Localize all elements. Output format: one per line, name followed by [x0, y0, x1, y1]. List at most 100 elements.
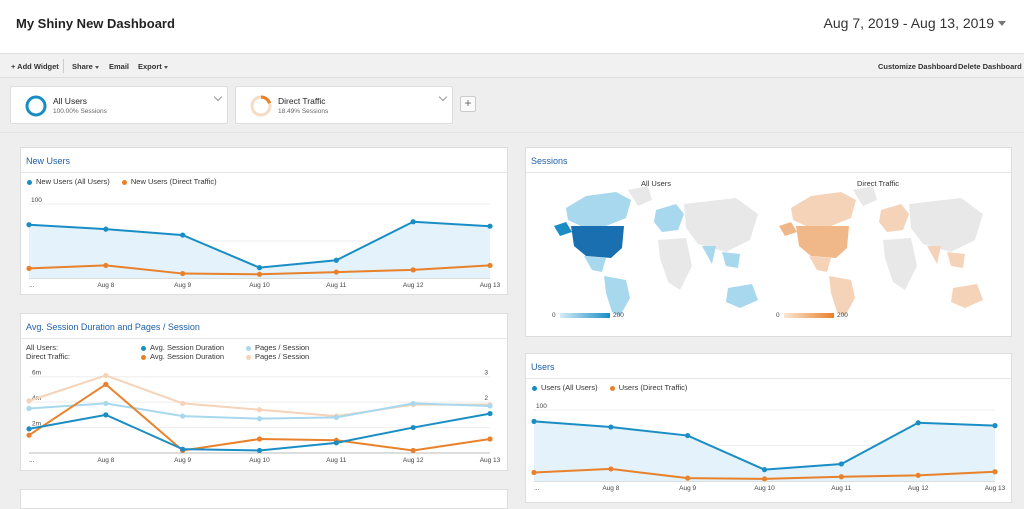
x-tick-label: Aug 11 — [831, 485, 852, 492]
data-point — [180, 446, 186, 452]
email-button[interactable]: Email — [109, 62, 130, 71]
map-asia — [684, 198, 758, 252]
y-tick-label: 100 — [536, 403, 547, 410]
data-point — [838, 474, 844, 480]
y-right-tick-label: 3 — [484, 370, 488, 377]
data-point — [410, 447, 416, 454]
map-southeast-asia — [722, 252, 740, 268]
widget-partial — [20, 489, 508, 509]
data-point — [410, 400, 416, 407]
data-point — [26, 426, 32, 432]
widget-title: Sessions — [531, 156, 568, 166]
data-point — [761, 467, 768, 473]
map-mexico — [584, 256, 606, 272]
chevron-down-icon[interactable] — [438, 92, 448, 102]
segment-name: Direct Traffic — [278, 96, 326, 106]
delete-dashboard-button[interactable]: Delete Dashboard — [958, 62, 1022, 71]
legend-label: Pages / Session — [255, 352, 310, 361]
x-tick-label: ... — [29, 282, 35, 289]
chart-legend: Users (All Users) Users (Direct Traffic) — [532, 383, 687, 392]
export-button[interactable]: Export — [138, 62, 168, 71]
legend-row-label: All Users: — [26, 343, 59, 352]
legend-dot-icon — [532, 385, 537, 391]
share-label: Share — [72, 62, 93, 71]
chart-legend-item: Pages / Session — [246, 352, 309, 361]
data-point — [180, 400, 186, 407]
x-tick-label: Aug 9 — [679, 485, 696, 492]
scale-min-label: 0 — [552, 312, 556, 319]
segment-percent: 18.49% Sessions — [278, 108, 329, 115]
chevron-down-icon — [998, 20, 1006, 26]
data-point — [256, 271, 263, 277]
widget-sessions: Sessions All Users Direct Traffic — [525, 147, 1012, 337]
data-point — [256, 265, 263, 271]
data-point — [487, 223, 493, 229]
data-point — [992, 469, 998, 475]
legend-dot-icon — [246, 354, 251, 360]
data-point — [608, 424, 614, 430]
map-southeast-asia — [947, 252, 965, 268]
scale-max-label: 200 — [837, 312, 848, 319]
x-tick-label: Aug 12 — [908, 485, 929, 492]
x-tick-label: Aug 13 — [480, 282, 501, 289]
data-point — [333, 269, 339, 275]
y-right-tick-label: 2 — [484, 395, 488, 402]
legend-dot-icon — [141, 345, 146, 351]
date-range-picker[interactable]: Aug 7, 2019 - Aug 13, 2019 — [824, 15, 1006, 31]
x-tick-label: ... — [534, 485, 540, 492]
data-point — [256, 407, 263, 413]
y-left-tick-label: 2m — [32, 421, 41, 428]
map-south-america — [604, 276, 630, 316]
dashboard-title: My Shiny New Dashboard — [16, 16, 175, 31]
data-point — [487, 436, 493, 442]
toolbar-divider — [63, 59, 64, 73]
x-tick-label: Aug 8 — [97, 457, 114, 464]
color-scale-bar — [560, 313, 610, 318]
map-europe — [879, 204, 909, 232]
share-button[interactable]: Share — [72, 62, 99, 71]
x-tick-label: Aug 11 — [326, 282, 347, 289]
chart-legend-item: Avg. Session Duration — [141, 352, 224, 361]
add-widget-button[interactable]: + Add Widget — [11, 62, 59, 71]
map-canada — [566, 192, 631, 226]
data-point — [26, 398, 32, 404]
chevron-down-icon — [163, 65, 168, 69]
x-tick-label: Aug 9 — [174, 282, 191, 289]
map-label: All Users — [641, 179, 672, 188]
x-tick-label: Aug 9 — [174, 457, 191, 464]
chart-legend: New Users (All Users) New Users (Direct … — [27, 177, 217, 186]
chart-legend-item: Pages / Session — [246, 343, 309, 352]
x-tick-label: ... — [29, 457, 35, 464]
map-alaska — [779, 222, 797, 236]
add-segment-button[interactable]: + — [460, 96, 476, 112]
data-point — [103, 262, 109, 269]
map-greenland — [628, 186, 652, 206]
data-point — [180, 270, 186, 277]
x-tick-label: Aug 10 — [249, 282, 270, 289]
widget-divider — [526, 172, 1011, 173]
map-canada — [791, 192, 856, 226]
data-point — [915, 472, 921, 478]
segment-direct-traffic[interactable]: Direct Traffic 18.49% Sessions — [235, 86, 453, 124]
chevron-down-icon[interactable] — [213, 92, 223, 102]
legend-dot-icon — [27, 179, 32, 185]
data-point — [531, 418, 537, 424]
y-tick-label: 100 — [31, 197, 42, 204]
segment-ring-icon — [250, 95, 272, 117]
legend-dot-icon — [121, 179, 127, 185]
segment-all-users[interactable]: All Users 100.00% Sessions — [10, 86, 228, 124]
color-scale-bar — [784, 313, 834, 318]
data-point — [180, 232, 186, 238]
legend-label: Users (All Users) — [541, 383, 598, 392]
map-australia — [951, 284, 983, 308]
map-india — [927, 246, 941, 264]
data-point — [26, 265, 32, 271]
data-point — [103, 372, 109, 379]
widget-title: Avg. Session Duration and Pages / Sessio… — [26, 322, 200, 332]
world-map-direct-traffic — [779, 186, 983, 316]
map-usa — [571, 226, 624, 258]
widget-users: Users Users (All Users) Users (Direct Tr… — [525, 353, 1012, 503]
customize-dashboard-button[interactable]: Customize Dashboard — [878, 62, 958, 71]
date-range-label: Aug 7, 2019 - Aug 13, 2019 — [823, 15, 994, 31]
